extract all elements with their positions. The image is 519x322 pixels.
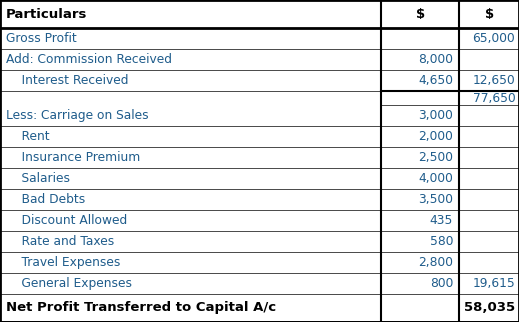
Text: 58,035: 58,035 bbox=[464, 301, 515, 314]
Text: 8,000: 8,000 bbox=[418, 53, 453, 66]
Text: 3,000: 3,000 bbox=[418, 109, 453, 122]
Bar bbox=[0, 105, 519, 126]
Bar bbox=[0, 91, 519, 105]
Text: 19,615: 19,615 bbox=[473, 277, 515, 290]
Bar bbox=[0, 126, 519, 147]
Text: $: $ bbox=[485, 8, 494, 21]
Text: 4,000: 4,000 bbox=[418, 172, 453, 185]
Bar bbox=[0, 210, 519, 231]
Text: Bad Debts: Bad Debts bbox=[6, 193, 86, 206]
Text: Rate and Taxes: Rate and Taxes bbox=[6, 235, 115, 248]
Text: 77,650: 77,650 bbox=[473, 91, 515, 105]
Text: 435: 435 bbox=[430, 214, 453, 227]
Bar bbox=[0, 294, 519, 322]
Text: 65,000: 65,000 bbox=[473, 32, 515, 45]
Text: Add: Commission Received: Add: Commission Received bbox=[6, 53, 172, 66]
Bar bbox=[0, 231, 519, 252]
Text: Net Profit Transferred to Capital A/c: Net Profit Transferred to Capital A/c bbox=[6, 301, 276, 314]
Text: General Expenses: General Expenses bbox=[6, 277, 132, 290]
Bar bbox=[0, 0, 519, 28]
Text: 800: 800 bbox=[430, 277, 453, 290]
Bar bbox=[0, 28, 519, 49]
Text: 2,500: 2,500 bbox=[418, 151, 453, 164]
Bar bbox=[0, 273, 519, 294]
Bar bbox=[0, 168, 519, 189]
Text: Insurance Premium: Insurance Premium bbox=[6, 151, 141, 164]
Text: 4,650: 4,650 bbox=[418, 74, 453, 87]
Text: $: $ bbox=[416, 8, 425, 21]
Text: 3,500: 3,500 bbox=[418, 193, 453, 206]
Bar bbox=[0, 49, 519, 70]
Text: Salaries: Salaries bbox=[6, 172, 70, 185]
Text: Discount Allowed: Discount Allowed bbox=[6, 214, 128, 227]
Text: 2,000: 2,000 bbox=[418, 130, 453, 143]
Text: Less: Carriage on Sales: Less: Carriage on Sales bbox=[6, 109, 149, 122]
Text: Travel Expenses: Travel Expenses bbox=[6, 256, 120, 269]
Text: 2,800: 2,800 bbox=[418, 256, 453, 269]
Bar bbox=[0, 252, 519, 273]
Bar bbox=[0, 70, 519, 91]
Text: Interest Received: Interest Received bbox=[6, 74, 129, 87]
Text: 12,650: 12,650 bbox=[473, 74, 515, 87]
Text: 580: 580 bbox=[430, 235, 453, 248]
Bar bbox=[0, 147, 519, 168]
Text: Particulars: Particulars bbox=[6, 8, 88, 21]
Bar bbox=[0, 189, 519, 210]
Text: Gross Profit: Gross Profit bbox=[6, 32, 77, 45]
Text: Rent: Rent bbox=[6, 130, 50, 143]
